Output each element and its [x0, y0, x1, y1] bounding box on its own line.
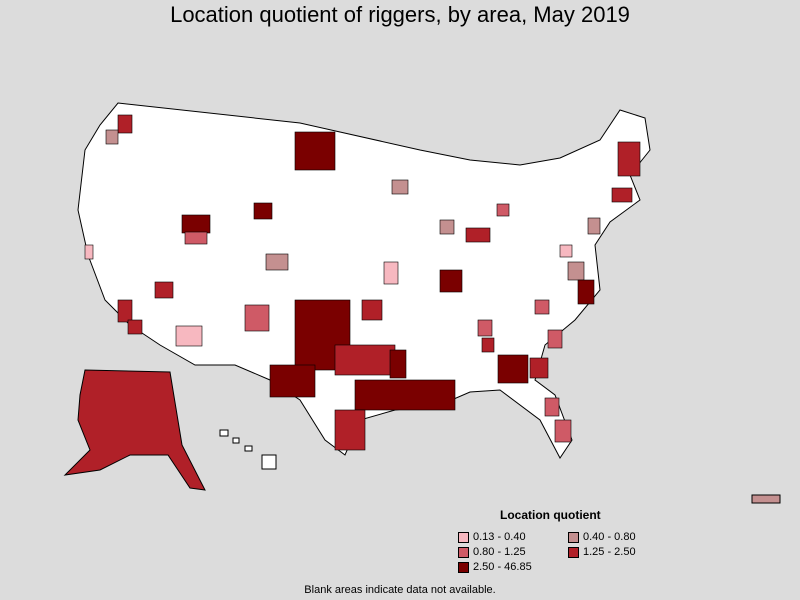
legend-swatch	[458, 561, 469, 573]
legend-swatch	[568, 546, 579, 558]
map-title: Location quotient of riggers, by area, M…	[170, 2, 630, 27]
legend-label: 0.40 - 0.80	[583, 531, 636, 543]
legend-swatch	[458, 546, 469, 558]
legend-label: 1.25 - 2.50	[583, 546, 636, 558]
legend-item: 0.40 - 0.80	[568, 531, 678, 543]
legend-item: 1.25 - 2.50	[568, 546, 678, 558]
legend: Location quotient 0.13 - 0.40 0.40 - 0.8…	[458, 508, 658, 573]
hawaii	[219, 429, 277, 470]
legend-item: 0.13 - 0.40	[458, 531, 568, 543]
choropleth-regions	[84, 114, 641, 451]
legend-label: 0.80 - 1.25	[473, 546, 526, 558]
legend-label: 2.50 - 46.85	[473, 561, 532, 573]
legend-item: 2.50 - 46.85	[458, 561, 568, 573]
legend-swatch	[568, 531, 579, 543]
legend-label: 0.13 - 0.40	[473, 531, 526, 543]
puerto-rico	[751, 494, 781, 504]
legend-title: Location quotient	[500, 508, 601, 522]
alaska	[63, 369, 206, 491]
legend-swatch	[458, 531, 469, 543]
footnote: Blank areas indicate data not available.	[304, 584, 496, 596]
legend-item: 0.80 - 1.25	[458, 546, 568, 558]
